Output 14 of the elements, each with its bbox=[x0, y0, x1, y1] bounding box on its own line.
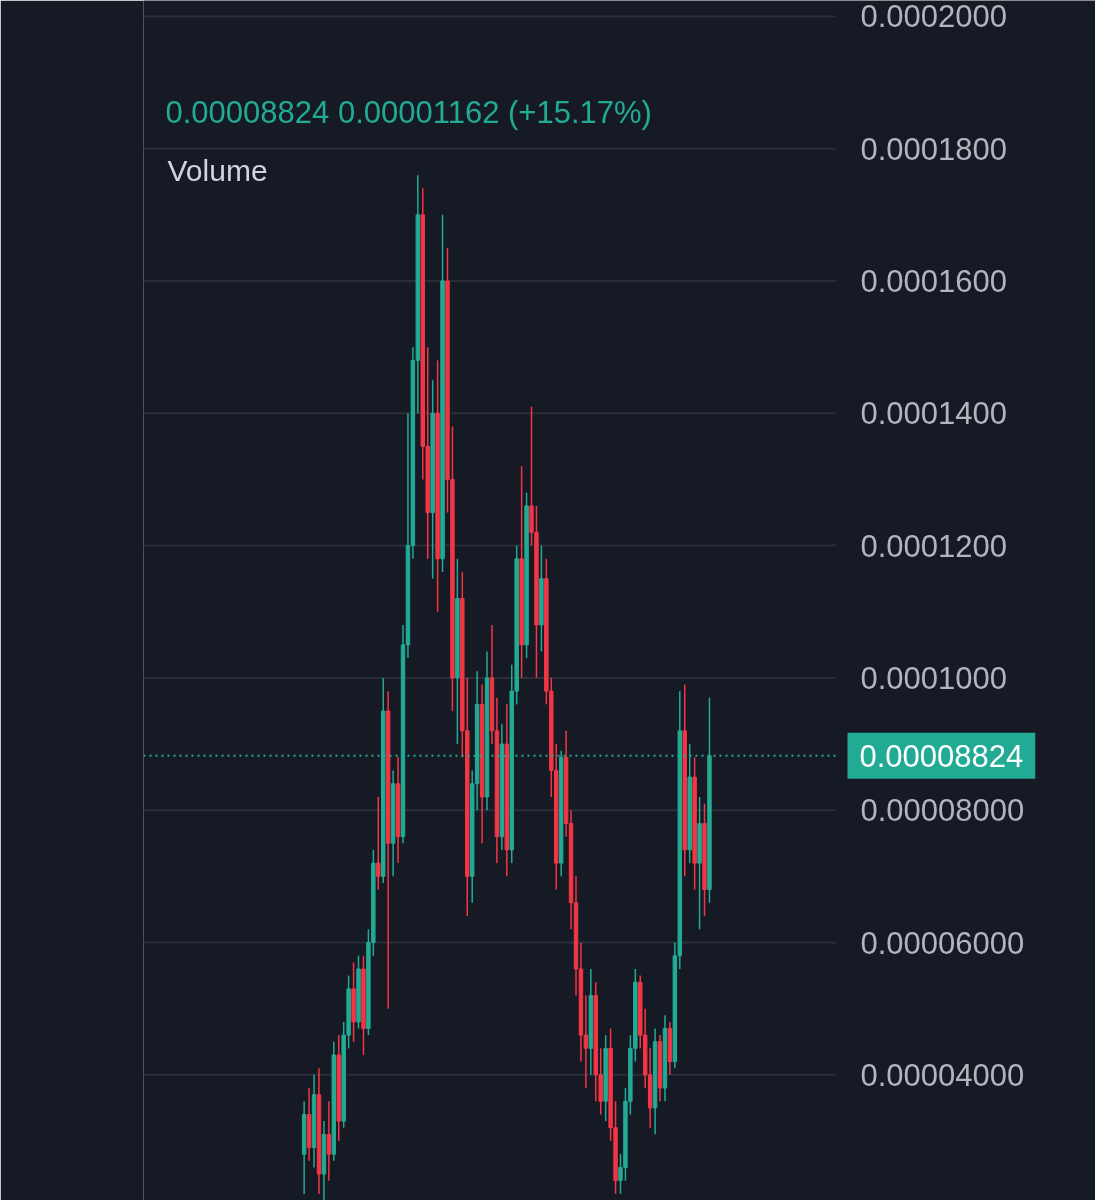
y-tick-label: 0.0001200 bbox=[860, 528, 1008, 564]
ref-line-label: 0.00008824 bbox=[859, 738, 1024, 774]
y-tick-label: 0.00008000 bbox=[860, 793, 1025, 829]
y-tick-label: 0.00004000 bbox=[860, 1057, 1025, 1093]
annotation: Volume bbox=[167, 154, 268, 187]
y-tick-label: 0.0001000 bbox=[860, 660, 1008, 696]
y-tick-label: 0.0001400 bbox=[860, 396, 1008, 432]
y-tick-label: 0.0002000 bbox=[860, 0, 1008, 35]
candlestick bbox=[376, 796, 381, 891]
y-tick-label: 0.00006000 bbox=[860, 925, 1025, 961]
y-tick-label: 0.0001600 bbox=[860, 263, 1008, 299]
y-tick-label: 0.0001800 bbox=[860, 131, 1008, 167]
candlestick bbox=[326, 1100, 332, 1182]
text: 0.00008824 0.00001162 (+15.17%) bbox=[165, 95, 652, 130]
